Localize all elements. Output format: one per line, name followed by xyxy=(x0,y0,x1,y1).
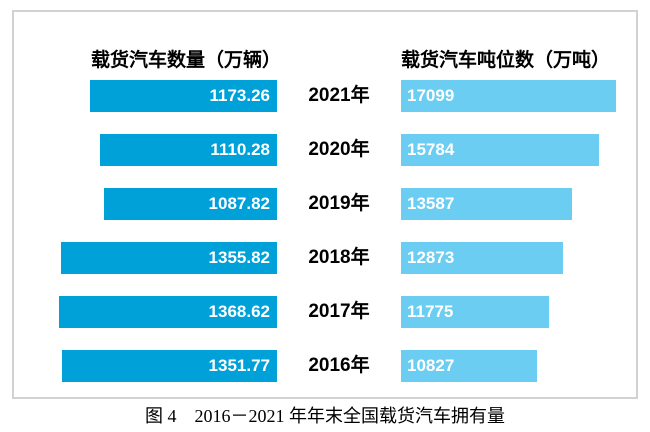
tonnage-bar: 12873 xyxy=(401,242,563,274)
quantity-bar: 1087.82 xyxy=(104,188,277,220)
year-label: 2020年 xyxy=(308,139,370,160)
tonnage-value-label: 15784 xyxy=(407,140,455,159)
year-label: 2019年 xyxy=(308,193,370,214)
quantity-value-label: 1110.28 xyxy=(210,140,270,159)
chart-row: 1087.82 2019年 13587 xyxy=(14,188,650,220)
quantity-value-label: 1087.82 xyxy=(208,194,270,213)
quantity-value-label: 1355.82 xyxy=(208,248,270,267)
tonnage-value-label: 17099 xyxy=(407,86,455,105)
right-series-title: 载货汽车吨位数（万吨） xyxy=(401,50,611,71)
quantity-bar: 1351.77 xyxy=(62,350,277,382)
tonnage-bar: 13587 xyxy=(401,188,572,220)
tonnage-bar: 10827 xyxy=(401,350,537,382)
left-series-title: 载货汽车数量（万辆） xyxy=(91,50,282,71)
year-label: 2018年 xyxy=(308,247,370,268)
chart-row: 1110.28 2020年 15784 xyxy=(14,134,650,166)
year-label: 2016年 xyxy=(308,355,370,376)
figure-caption: 图 4 2016－2021 年年末全国载货汽车拥有量 xyxy=(145,406,505,426)
quantity-bar: 1355.82 xyxy=(61,242,277,274)
chart-row: 1173.26 2021年 17099 xyxy=(14,80,650,112)
year-label: 2021年 xyxy=(308,85,370,106)
quantity-bar: 1173.26 xyxy=(90,80,277,112)
year-label: 2017年 xyxy=(308,301,370,322)
tonnage-value-label: 11775 xyxy=(407,302,454,321)
tonnage-value-label: 12873 xyxy=(407,248,455,267)
quantity-value-label: 1173.26 xyxy=(209,86,270,105)
tonnage-value-label: 13587 xyxy=(407,194,455,213)
tonnage-bar: 15784 xyxy=(401,134,599,166)
chart-row: 1355.82 2018年 12873 xyxy=(14,242,650,274)
tonnage-bar: 17099 xyxy=(401,80,616,112)
quantity-bar: 1110.28 xyxy=(100,134,277,166)
chart-row: 1368.62 2017年 11775 xyxy=(14,296,650,328)
tonnage-bar: 11775 xyxy=(401,296,549,328)
chart-row: 1351.77 2016年 10827 xyxy=(14,350,650,382)
quantity-bar: 1368.62 xyxy=(59,296,277,328)
quantity-value-label: 1351.77 xyxy=(208,356,270,375)
chart-area: 载货汽车数量（万辆） 载货汽车吨位数（万吨） 1173.26 2021年 17099… xyxy=(12,10,638,399)
quantity-value-label: 1368.62 xyxy=(208,302,270,321)
tonnage-value-label: 10827 xyxy=(407,356,455,375)
